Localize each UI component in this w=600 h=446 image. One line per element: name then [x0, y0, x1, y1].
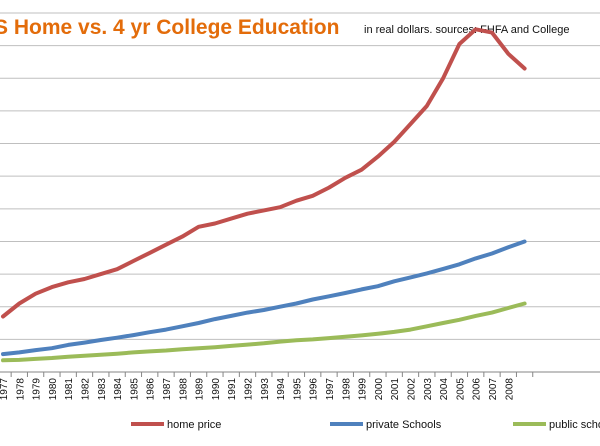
x-tick-label: 1985	[129, 378, 140, 401]
x-tick-label: 1993	[260, 378, 271, 401]
x-tick-label: 2001	[390, 378, 401, 401]
x-tick-label: 1996	[309, 378, 320, 401]
x-tick-label: 1982	[81, 378, 92, 401]
x-tick-label: 1987	[162, 378, 173, 401]
x-axis-tick-labels: 1977 1978 1979 1980 1981 1982 1983 1984 1985 1986…	[0, 378, 515, 401]
legend-label: private Schools	[366, 419, 442, 431]
chart-subtitle: in real dollars. sources: FHFA and Colle…	[364, 24, 569, 36]
series-line	[1, 27, 527, 319]
x-tick-label: 1994	[276, 378, 287, 401]
x-tick-label: 1983	[97, 378, 108, 401]
x-tick-label: 1978	[15, 378, 26, 401]
series-lines	[1, 27, 527, 363]
x-tick-label: 1986	[146, 378, 157, 401]
x-tick-label: 1980	[48, 378, 59, 401]
x-tick-label: 1981	[64, 378, 75, 401]
x-tick-label: 2006	[472, 378, 483, 401]
x-tick-label: 2007	[488, 378, 499, 401]
x-tick-label: 2008	[504, 378, 515, 401]
gridlines	[0, 12, 600, 340]
x-tick-label: 1988	[178, 378, 189, 401]
x-tick-label: 1977	[0, 378, 10, 401]
x-tick-label: 2002	[407, 378, 418, 401]
x-tick-label: 1999	[358, 378, 369, 401]
x-tick-label: 2003	[423, 378, 434, 401]
x-tick-label: 2004	[439, 378, 450, 401]
x-tick-label: 2000	[374, 378, 385, 401]
x-tick-label: 1989	[195, 378, 206, 401]
series-line	[1, 239, 527, 357]
x-tick-label: 1984	[113, 378, 124, 401]
x-tick-label: 1995	[292, 378, 303, 401]
axes	[0, 371, 600, 377]
x-tick-label: 2005	[455, 378, 466, 401]
x-tick-label: 1990	[211, 378, 222, 401]
x-tick-label: 1979	[32, 378, 43, 401]
chart-title: S Home vs. 4 yr College Education	[0, 16, 339, 39]
x-tick-label: 1992	[244, 378, 255, 401]
x-tick-label: 1991	[227, 378, 238, 401]
x-tick-label: 1997	[325, 378, 336, 401]
x-tick-label: 1998	[341, 378, 352, 401]
legend-label: public schools	[549, 419, 600, 431]
legend: home price private Schools public schools	[131, 419, 600, 431]
legend-label: home price	[167, 419, 221, 431]
series-line	[1, 301, 527, 363]
